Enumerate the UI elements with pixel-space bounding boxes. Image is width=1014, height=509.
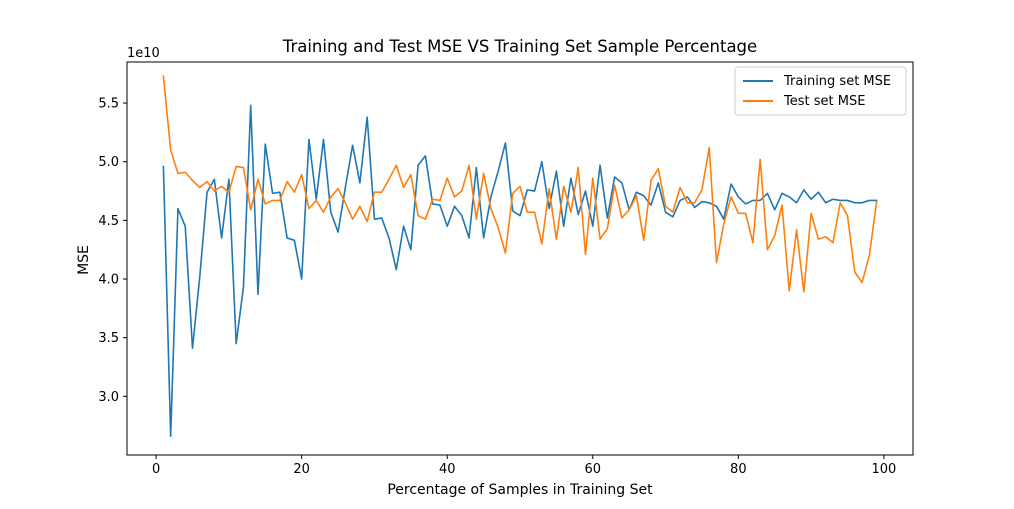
y-axis-label: MSE: [76, 245, 92, 275]
x-tick-label: 100: [871, 462, 896, 477]
y-tick-label: 3.5: [98, 331, 119, 346]
y-offset-label: 1e10: [127, 46, 160, 61]
y-tick-label: 4.0: [98, 273, 119, 288]
series-line-training: [162, 104, 878, 438]
series-layer: [162, 75, 878, 438]
y-tick-label: 5.5: [98, 97, 119, 112]
chart-title: Training and Test MSE VS Training Set Sa…: [282, 37, 757, 56]
y-tick-label: 3.0: [98, 390, 119, 405]
legend-box: [734, 66, 907, 116]
series-line-test: [162, 75, 878, 293]
x-axis-label: Percentage of Samples in Training Set: [387, 482, 653, 498]
x-tick-label: 80: [730, 462, 747, 477]
x-tick-label: 60: [585, 462, 602, 477]
y-tick-label: 4.5: [98, 214, 119, 229]
legend-label-test: Test set MSE: [783, 94, 865, 109]
axes-frame: [126, 61, 914, 456]
x-tick-label: 40: [439, 462, 456, 477]
axes-layer: 0 20 40 60 80 100 3.0 3.5 4.0 4.5 5.0 5.5: [98, 61, 914, 477]
x-tick-label: 20: [293, 462, 310, 477]
x-tick-label: 0: [152, 462, 160, 477]
y-tick-label: 5.0: [98, 155, 119, 170]
legend-label-training: Training set MSE: [783, 74, 891, 89]
legend: Training set MSE Test set MSE: [734, 66, 907, 116]
